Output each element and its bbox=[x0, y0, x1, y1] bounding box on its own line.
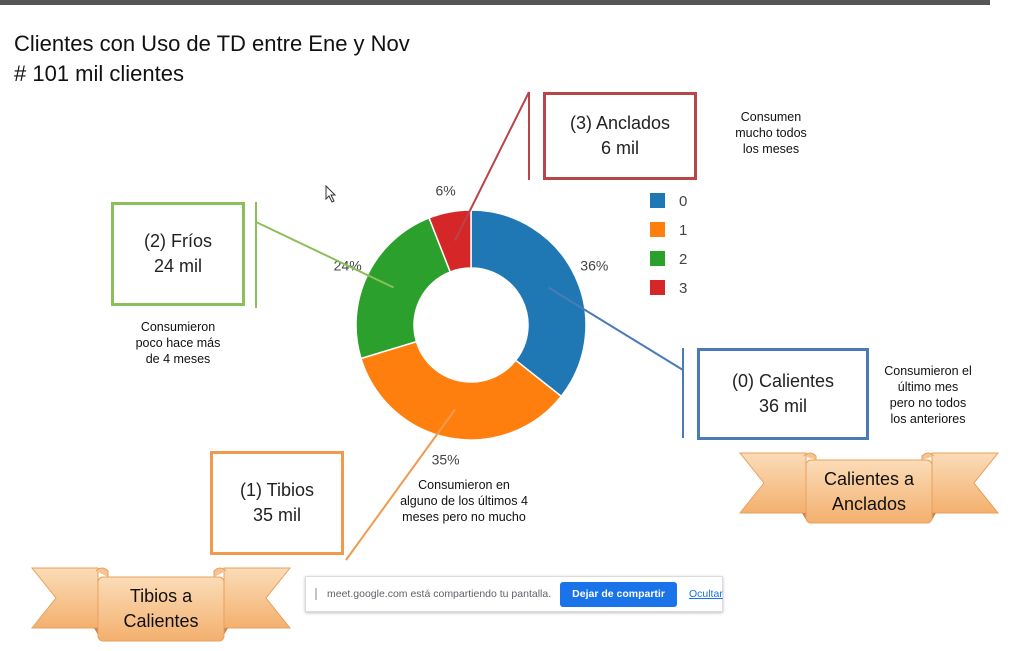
connector-line bbox=[345, 408, 456, 561]
segment-note-anclados: Consumen mucho todos los meses bbox=[735, 110, 807, 156]
segment-box-anclados: (3) Anclados 6 mil bbox=[543, 92, 697, 180]
drag-handle-icon[interactable] bbox=[315, 588, 317, 600]
legend-swatch bbox=[650, 280, 665, 295]
segment-value: 24 mil bbox=[153, 256, 202, 276]
mouse-cursor-icon bbox=[325, 184, 337, 203]
segment-note-calientes: Consumieron el último mes pero no todos … bbox=[884, 364, 972, 426]
top-border bbox=[0, 0, 990, 5]
legend-swatch bbox=[650, 251, 665, 266]
segment-value: 6 mil bbox=[600, 138, 639, 158]
slice-percent-label: 35% bbox=[432, 452, 460, 468]
connector-line bbox=[547, 286, 684, 371]
legend-label: 0 bbox=[679, 193, 687, 210]
segment-box-frios: (2) Fríos 24 mil bbox=[111, 202, 245, 306]
connector-line bbox=[454, 91, 530, 241]
hide-link[interactable]: Ocultar bbox=[688, 588, 723, 600]
legend-swatch bbox=[650, 193, 665, 208]
page-subtitle: # 101 mil clientes bbox=[14, 61, 184, 86]
segment-box-tibios: (1) Tibios 35 mil bbox=[210, 451, 344, 555]
share-message: meet.google.com está compartiendo tu pan… bbox=[327, 588, 552, 600]
donut-slice-1 bbox=[360, 340, 563, 441]
segment-value: 35 mil bbox=[252, 505, 301, 525]
legend-label: 1 bbox=[679, 222, 687, 239]
legend-label: 2 bbox=[679, 251, 687, 268]
segment-title: (3) Anclados bbox=[569, 113, 671, 133]
segment-note-frios: Consumieron poco hace más de 4 meses bbox=[135, 320, 221, 366]
slice-percent-label: 6% bbox=[435, 182, 455, 198]
donut-slice-3 bbox=[428, 209, 472, 273]
legend-label: 3 bbox=[679, 280, 687, 297]
donut-slice-0 bbox=[470, 209, 587, 398]
connector-line bbox=[255, 221, 395, 289]
ribbon-label: Anclados bbox=[831, 493, 907, 514]
segment-title: (0) Calientes bbox=[731, 371, 835, 391]
segment-note-tibios: Consumieron en alguno de los últimos 4 m… bbox=[400, 478, 528, 524]
ribbon-label: Tibios a bbox=[129, 586, 193, 606]
screen-share-bar: meet.google.com está compartiendo tu pan… bbox=[305, 576, 723, 612]
legend-swatch bbox=[650, 222, 665, 237]
ribbon-tibios-calientes: Tibios a Calientes bbox=[30, 565, 292, 643]
slice-percent-label: 36% bbox=[580, 257, 608, 273]
segment-value: 36 mil bbox=[758, 396, 807, 416]
stop-sharing-button[interactable]: Dejar de compartir bbox=[560, 581, 677, 607]
ribbon-calientes-anclados: Calientes a Anclados bbox=[738, 450, 1000, 525]
page-title: Clientes con Uso de TD entre Ene y Nov bbox=[14, 31, 410, 56]
segment-title: (1) Tibios bbox=[239, 480, 315, 500]
ribbon-label: Calientes bbox=[123, 611, 199, 631]
ribbon-label: Calientes a bbox=[823, 468, 915, 489]
segment-title: (2) Fríos bbox=[143, 231, 212, 251]
segment-box-calientes: (0) Calientes 36 mil bbox=[697, 348, 869, 440]
donut-slice-2 bbox=[355, 216, 452, 360]
